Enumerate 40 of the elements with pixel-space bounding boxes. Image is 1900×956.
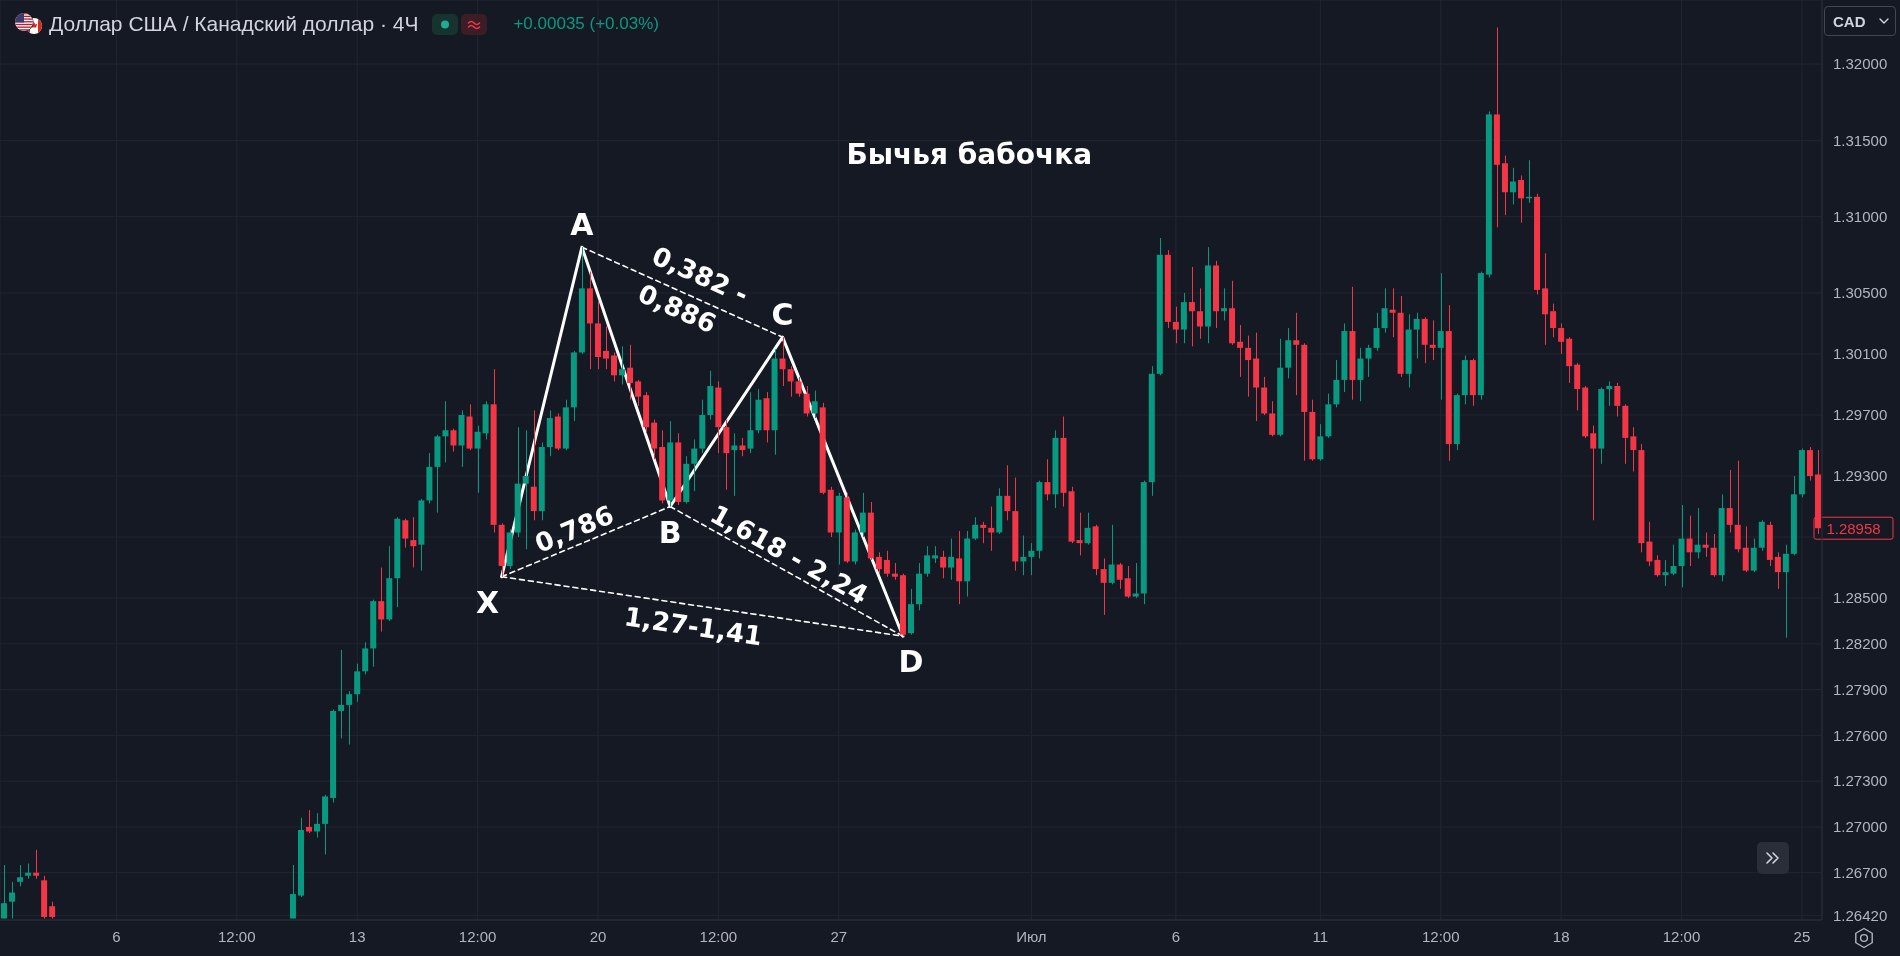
- x-tick-label: Июл: [1016, 927, 1047, 945]
- x-tick-label: 6: [112, 927, 121, 945]
- y-tick-label: 1.28200: [1833, 635, 1888, 653]
- x-tick-label: 13: [348, 927, 366, 945]
- y-tick-label: 1.26420: [1833, 906, 1888, 924]
- y-tick-label: 1.29700: [1833, 406, 1888, 424]
- y-tick-label: 1.27600: [1833, 726, 1888, 744]
- text: +0.00035 (+0.03%): [513, 14, 659, 34]
- text: 1.28958: [1826, 519, 1881, 537]
- x-tick-label: 11: [1312, 927, 1329, 945]
- text: 1,27-1,41: [622, 601, 765, 652]
- y-tick-label: 1.26700: [1833, 864, 1888, 882]
- x-tick-label: 12:00: [218, 927, 256, 945]
- x-tick-label: 27: [830, 927, 848, 945]
- y-tick-label: 1.27000: [1833, 818, 1888, 836]
- x-tick-label: 6: [1171, 927, 1181, 945]
- y-tick-label: 1.31000: [1833, 207, 1888, 225]
- y-axis-title: CAD: [1833, 12, 1866, 30]
- data-label: X: [476, 584, 500, 620]
- annotation: Бычья бабочка: [846, 137, 1093, 171]
- y-tick-label: 1.29300: [1833, 467, 1888, 485]
- data-label: A: [570, 207, 595, 243]
- y-tick-label: 1.30500: [1833, 284, 1888, 302]
- text: Доллар США / Канадский доллар · 4Ч: [49, 12, 419, 36]
- y-tick-label: 1.32000: [1833, 55, 1888, 73]
- y-tick-label: 1.27300: [1833, 772, 1888, 790]
- x-tick-label: 25: [1793, 927, 1811, 945]
- y-tick-label: 1.30100: [1833, 345, 1888, 363]
- data-label: D: [898, 644, 924, 680]
- data-label: B: [658, 514, 682, 550]
- y-tick-label: 1.27900: [1833, 680, 1888, 698]
- x-tick-label: 12:00: [458, 927, 497, 945]
- x-tick-label: 20: [589, 927, 607, 945]
- y-tick-label: 1.31500: [1833, 131, 1888, 149]
- x-tick-label: 12:00: [1421, 927, 1460, 945]
- x-tick-label: 12:00: [1662, 927, 1701, 945]
- y-tick-label: 1.28500: [1833, 589, 1888, 607]
- x-tick-label: 18: [1552, 927, 1570, 945]
- x-tick-label: 12:00: [699, 927, 738, 945]
- data-label: C: [771, 297, 794, 333]
